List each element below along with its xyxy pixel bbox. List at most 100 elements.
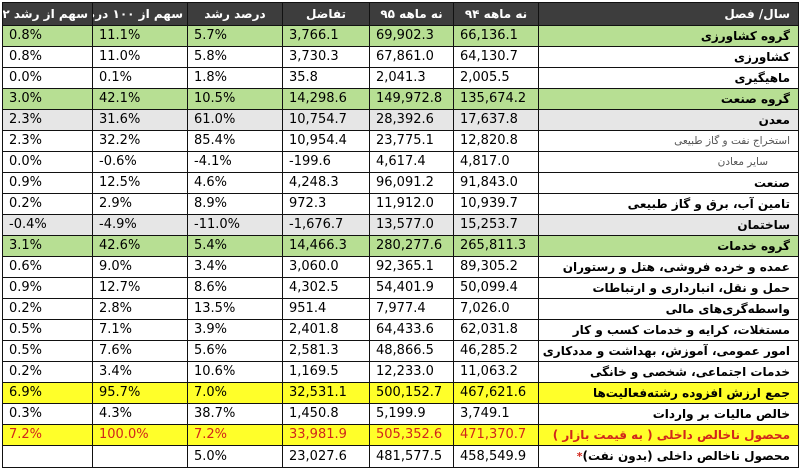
cell-nine-months-94: 4,817.0 xyxy=(453,151,539,173)
cell-difference: 1,450.8 xyxy=(282,403,370,425)
table-row: امور عمومی، آموزش، بهداشت و مددکاری 46,2… xyxy=(2,340,799,362)
cell-nine-months-94: 15,253.7 xyxy=(453,214,539,236)
cell-share-of-100: 7.6% xyxy=(92,340,188,362)
cell-nine-months-94: 66,136.1 xyxy=(453,25,539,47)
table-row: مستغلات، کرایه و خدمات کسب و کار 62,031.… xyxy=(2,319,799,341)
cell-nine-months-95: 2,041.3 xyxy=(369,67,454,89)
table-row: ماهیگیری 2,005.5 2,041.3 35.8 1.8% 0.1% … xyxy=(2,67,799,89)
cell-difference: 14,298.6 xyxy=(282,88,370,110)
cell-nine-months-95: 4,617.4 xyxy=(369,151,454,173)
cell-difference: 14,466.3 xyxy=(282,235,370,257)
cell-difference: 32,531.1 xyxy=(282,382,370,404)
header-nine-months-95: نه ماهه ۹۵ xyxy=(369,2,454,26)
cell-share-of-100: 9.0% xyxy=(92,256,188,278)
row-label: گروه کشاورزی xyxy=(538,25,799,47)
cell-nine-months-94: 135,674.2 xyxy=(453,88,539,110)
cell-share-of-7-2: 2.3% xyxy=(2,109,93,131)
cell-nine-months-95: 505,352.6 xyxy=(369,424,454,446)
cell-difference: 4,302.5 xyxy=(282,277,370,299)
cell-difference: 3,730.3 xyxy=(282,46,370,68)
cell-share-of-7-2: 0.3% xyxy=(2,403,93,425)
cell-share-of-100: 100.0% xyxy=(92,424,188,446)
cell-nine-months-95: 54,401.9 xyxy=(369,277,454,299)
header-nine-months-94: نه ماهه ۹۴ xyxy=(453,2,539,26)
row-label: حمل و نقل، انبارداری و ارتباطات xyxy=(538,277,799,299)
cell-share-of-100: 31.6% xyxy=(92,109,188,131)
row-label: ساختمان xyxy=(538,214,799,236)
cell-share-of-100: -0.6% xyxy=(92,151,188,173)
cell-share-of-7-2: 0.5% xyxy=(2,340,93,362)
cell-share-of-7-2: 0.2% xyxy=(2,361,93,383)
cell-growth-percent: 5.7% xyxy=(187,25,283,47)
cell-share-of-7-2: -0.4% xyxy=(2,214,93,236)
cell-nine-months-94: 11,063.2 xyxy=(453,361,539,383)
row-label: ماهیگیری xyxy=(538,67,799,89)
cell-growth-percent: 3.9% xyxy=(187,319,283,341)
row-label: تامین آب، برق و گاز طبیعی xyxy=(538,193,799,215)
cell-share-of-100: 11.0% xyxy=(92,46,188,68)
cell-share-of-100: 42.1% xyxy=(92,88,188,110)
cell-nine-months-95: 5,199.9 xyxy=(369,403,454,425)
cell-share-of-100: 0.1% xyxy=(92,67,188,89)
table-row: سایر معادن 4,817.0 4,617.4 -199.6 -4.1% … xyxy=(2,151,799,173)
cell-growth-percent: 5.8% xyxy=(187,46,283,68)
cell-share-of-100: 95.7% xyxy=(92,382,188,404)
cell-difference: 23,027.6 xyxy=(282,445,370,468)
cell-growth-percent: 13.5% xyxy=(187,298,283,320)
table-header-row: سال/ فصل نه ماهه ۹۴ نه ماهه ۹۵ تفاضل درص… xyxy=(2,2,799,26)
cell-share-of-7-2: 0.6% xyxy=(2,256,93,278)
cell-share-of-100: 2.9% xyxy=(92,193,188,215)
cell-growth-percent: 10.6% xyxy=(187,361,283,383)
cell-nine-months-95: 64,433.6 xyxy=(369,319,454,341)
cell-share-of-100: 4.3% xyxy=(92,403,188,425)
cell-nine-months-95: 48,866.5 xyxy=(369,340,454,362)
cell-share-of-7-2 xyxy=(2,445,93,468)
cell-growth-percent: -4.1% xyxy=(187,151,283,173)
table-row: خالص مالیات بر واردات 3,749.1 5,199.9 1,… xyxy=(2,403,799,425)
table-row: حمل و نقل، انبارداری و ارتباطات 50,099.4… xyxy=(2,277,799,299)
table-row: صنعت 91,843.0 96,091.2 4,248.3 4.6% 12.5… xyxy=(2,172,799,194)
cell-difference: 2,401.8 xyxy=(282,319,370,341)
cell-share-of-7-2: 0.9% xyxy=(2,277,93,299)
cell-nine-months-94: 12,820.8 xyxy=(453,130,539,152)
row-label: محصول ناخالص داخلی (بدون نفت) xyxy=(582,449,790,463)
row-label: سایر معادن xyxy=(538,151,799,173)
cell-difference: 1,169.5 xyxy=(282,361,370,383)
cell-share-of-7-2: 3.1% xyxy=(2,235,93,257)
cell-share-of-100: 2.8% xyxy=(92,298,188,320)
cell-nine-months-94: 265,811.3 xyxy=(453,235,539,257)
cell-difference: 3,060.0 xyxy=(282,256,370,278)
cell-nine-months-95: 13,577.0 xyxy=(369,214,454,236)
table-row: گروه صنعت 135,674.2 149,972.8 14,298.6 1… xyxy=(2,88,799,110)
cell-nine-months-95: 28,392.6 xyxy=(369,109,454,131)
cell-share-of-100: -4.9% xyxy=(92,214,188,236)
table-row: استخراج نفت و گاز طبیعی 12,820.8 23,775.… xyxy=(2,130,799,152)
table-row: عمده و خرده فروشی، هتل و رستوران 89,305.… xyxy=(2,256,799,278)
row-label: جمع ارزش افزوده رشته‌فعالیت‌ها xyxy=(538,382,799,404)
cell-share-of-100: 32.2% xyxy=(92,130,188,152)
row-label: عمده و خرده فروشی، هتل و رستوران xyxy=(538,256,799,278)
table-row: جمع ارزش افزوده رشته‌فعالیت‌ها 467,621.6… xyxy=(2,382,799,404)
row-label: خالص مالیات بر واردات xyxy=(538,403,799,425)
cell-share-of-7-2: 0.0% xyxy=(2,151,93,173)
cell-difference: 10,954.4 xyxy=(282,130,370,152)
table-row: خدمات اجتماعی، شخصی و خانگی 11,063.2 12,… xyxy=(2,361,799,383)
cell-difference: 33,981.9 xyxy=(282,424,370,446)
cell-nine-months-95: 67,861.0 xyxy=(369,46,454,68)
cell-share-of-100: 12.7% xyxy=(92,277,188,299)
row-label: مستغلات، کرایه و خدمات کسب و کار xyxy=(538,319,799,341)
cell-nine-months-94: 62,031.8 xyxy=(453,319,539,341)
cell-share-of-100: 42.6% xyxy=(92,235,188,257)
cell-growth-percent: 7.0% xyxy=(187,382,283,404)
cell-share-of-7-2: 0.0% xyxy=(2,67,93,89)
cell-nine-months-94: 89,305.2 xyxy=(453,256,539,278)
header-share-of-7-2: سهم از رشد ۷.۲ درصد xyxy=(2,2,93,26)
cell-share-of-7-2: 0.5% xyxy=(2,319,93,341)
cell-nine-months-95: 11,912.0 xyxy=(369,193,454,215)
cell-growth-percent: 4.6% xyxy=(187,172,283,194)
cell-difference: 35.8 xyxy=(282,67,370,89)
cell-growth-percent: 8.9% xyxy=(187,193,283,215)
row-label: استخراج نفت و گاز طبیعی xyxy=(538,130,799,152)
row-label: گروه صنعت xyxy=(538,88,799,110)
cell-growth-percent: 38.7% xyxy=(187,403,283,425)
